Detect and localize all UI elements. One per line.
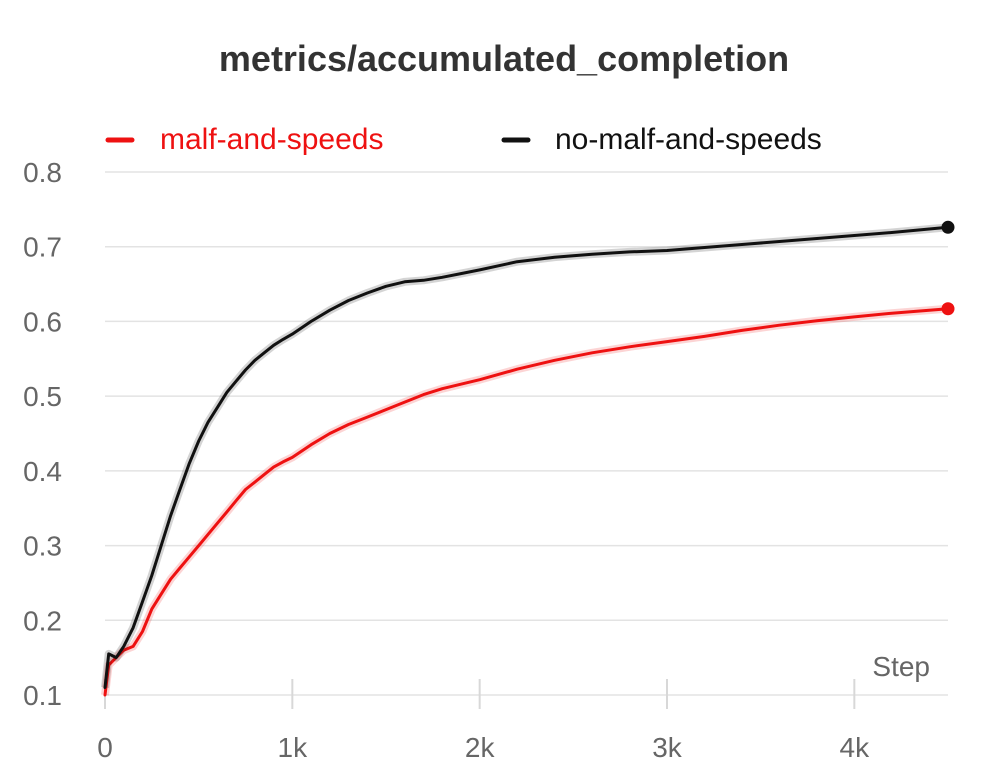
- series-endpoint-no-malf-and-speeds: [941, 220, 955, 234]
- grid: [105, 171, 948, 696]
- x-tick-label: 3k: [652, 732, 683, 763]
- y-tick-label: 0.2: [23, 605, 62, 636]
- series-group: [101, 220, 955, 697]
- y-tick-label: 0.8: [23, 157, 62, 188]
- legend-label-no-malf-and-speeds: no-malf-and-speeds: [555, 123, 822, 156]
- chart-title: metrics/accumulated_completion: [219, 38, 789, 79]
- y-tick-label: 0.5: [23, 381, 62, 412]
- legend-label-malf-and-speeds: malf-and-speeds: [160, 123, 383, 156]
- x-axis: 0 1k 2k 3k 4k: [97, 679, 870, 763]
- y-tick-label: 0.6: [23, 306, 62, 337]
- series-line-no-malf-and-speeds: [103, 225, 950, 689]
- x-axis-label: Step: [872, 651, 930, 682]
- y-tick-label: 0.4: [23, 456, 62, 487]
- series-band-no-malf-and-speeds: [101, 223, 949, 688]
- legend: malf-and-speeds no-malf-and-speeds: [105, 123, 822, 156]
- x-tick-label: 4k: [840, 732, 871, 763]
- x-tick-label: 2k: [465, 732, 496, 763]
- series-endpoint-malf-and-speeds: [941, 302, 955, 316]
- x-tick-label: 1k: [278, 732, 309, 763]
- y-tick-label: 0.7: [23, 232, 62, 263]
- y-tick-label: 0.3: [23, 531, 62, 562]
- y-tick-label: 0.1: [23, 680, 62, 711]
- series-line-malf-and-speeds: [103, 307, 950, 697]
- y-axis: 0.1 0.2 0.3 0.4 0.5 0.6 0.7 0.8: [23, 157, 62, 711]
- x-tick-label: 0: [97, 732, 113, 763]
